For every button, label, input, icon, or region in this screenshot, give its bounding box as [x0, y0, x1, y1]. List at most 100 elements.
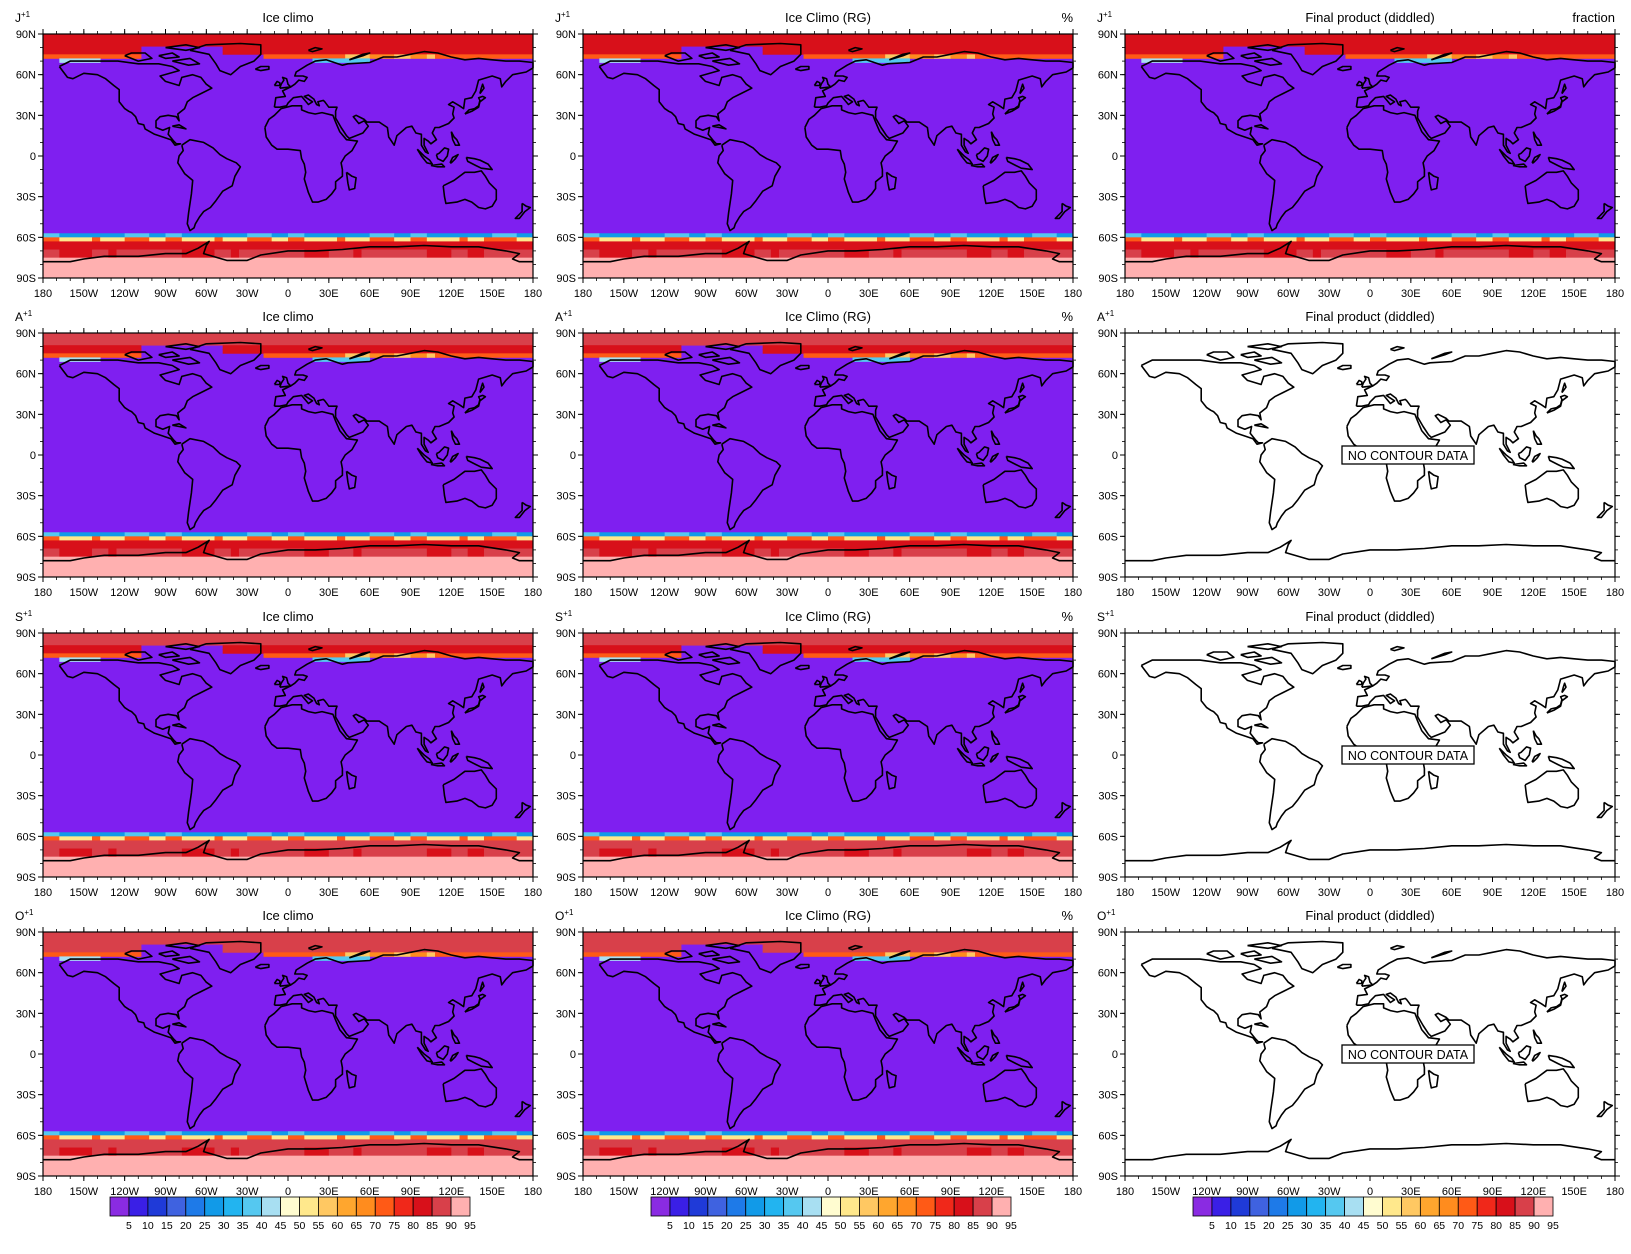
lon-tick-label: 120E — [978, 288, 1004, 300]
ice-cell — [1517, 54, 1616, 59]
ice-cell — [779, 249, 845, 254]
ice-cell — [991, 1151, 1009, 1157]
panel-title: Ice Climo (RG) — [785, 908, 871, 923]
coastline — [1254, 955, 1283, 964]
coastline — [1019, 981, 1025, 993]
ice-cell — [1125, 233, 1142, 238]
ice-cell — [844, 233, 911, 238]
ice-cell — [426, 1151, 452, 1157]
coastline — [712, 955, 741, 964]
ice-cell — [43, 249, 60, 254]
ice-cell — [705, 832, 723, 837]
ice-cell — [116, 1147, 183, 1152]
ice-cell — [656, 249, 723, 254]
ice-cell — [43, 337, 534, 342]
coastline — [729, 940, 802, 974]
ice-cell — [632, 552, 649, 558]
coastline — [794, 664, 810, 671]
ice-cell — [43, 952, 142, 957]
lon-tick-label: 60E — [900, 587, 920, 599]
ice-cell — [1312, 249, 1322, 254]
ice-cell — [1508, 233, 1575, 238]
ice-cell — [762, 645, 1074, 650]
ice-cell — [966, 653, 976, 658]
colorbar-swatch — [166, 1196, 187, 1217]
coastline — [172, 356, 201, 365]
ice-cell — [1410, 249, 1436, 254]
coastline — [1547, 755, 1575, 770]
coastline — [1247, 343, 1283, 351]
ice-cell — [492, 832, 518, 837]
ice-cell — [304, 852, 330, 858]
coastline — [712, 1022, 727, 1028]
ice-cell — [304, 532, 371, 537]
ice-cell — [247, 1135, 273, 1140]
lon-tick-label: 60E — [900, 1186, 920, 1198]
coastline — [1431, 651, 1453, 660]
ice-cell — [59, 832, 126, 837]
ice-cell — [467, 536, 485, 541]
ice-cell — [1125, 42, 1616, 47]
ice-cell — [1007, 536, 1025, 541]
coastline — [308, 345, 323, 352]
ice-cell — [124, 536, 150, 541]
ice-cell — [721, 1131, 788, 1136]
coastline — [1019, 682, 1025, 694]
ice-cell — [1007, 848, 1025, 853]
lat-tick-label: 90N — [16, 29, 36, 41]
ice-cell — [59, 1135, 93, 1140]
ice-cell — [43, 864, 534, 870]
ice-cell — [583, 261, 1074, 267]
lon-tick-label: 180 — [1606, 887, 1624, 899]
ice-cell — [901, 848, 968, 853]
colorbar-label: 45 — [816, 1220, 828, 1232]
ice-cell — [1508, 54, 1518, 59]
ice-cell — [1024, 237, 1058, 242]
ice-cell — [361, 548, 428, 553]
ice-cell — [43, 1171, 534, 1177]
ice-cell — [516, 536, 534, 541]
ice-cell — [426, 237, 460, 242]
coastline — [1054, 501, 1072, 519]
ice-cell — [1370, 233, 1387, 238]
ice-cell — [583, 932, 1074, 937]
ice-cell — [214, 253, 232, 259]
ice-cell — [230, 1147, 240, 1152]
ice-cell — [950, 536, 968, 541]
coastline — [982, 170, 1038, 210]
ice-cell — [181, 552, 215, 558]
ice-cell — [328, 249, 354, 254]
coastline — [43, 839, 533, 862]
colorbar-swatch — [185, 1196, 206, 1217]
lon-tick-label: 60W — [1277, 587, 1300, 599]
coastline — [1254, 356, 1283, 365]
lat-tick-label: 30N — [16, 1008, 36, 1020]
ice-cell — [754, 548, 772, 553]
coastline — [1427, 470, 1439, 490]
lat-tick-label: 90S — [1098, 872, 1118, 884]
colorbar-label: 35 — [1320, 1220, 1332, 1232]
ice-cell — [950, 233, 968, 238]
lon-tick-label: 30E — [319, 1186, 339, 1198]
panel-title: Ice climo — [262, 609, 313, 624]
coastline — [254, 65, 270, 72]
ice-cell — [435, 952, 534, 957]
lon-tick-label: 180 — [34, 887, 52, 899]
ice-cell — [770, 1151, 780, 1157]
ice-cell — [394, 237, 411, 242]
ice-cell — [632, 836, 641, 841]
ice-cell — [222, 345, 534, 350]
lat-tick-label: 60S — [556, 1130, 576, 1142]
ice-cell — [1056, 1131, 1074, 1136]
ice-cell — [181, 532, 248, 537]
ice-cell — [222, 50, 534, 55]
ice-cell — [43, 548, 60, 553]
coastline — [989, 452, 999, 463]
ice-cell — [43, 572, 534, 578]
ice-cell — [222, 944, 534, 949]
ice-cell — [484, 536, 518, 541]
ice-cell — [632, 536, 641, 541]
ice-cell — [705, 1135, 723, 1140]
ice-cell — [304, 1151, 330, 1157]
coastline — [1427, 171, 1439, 191]
